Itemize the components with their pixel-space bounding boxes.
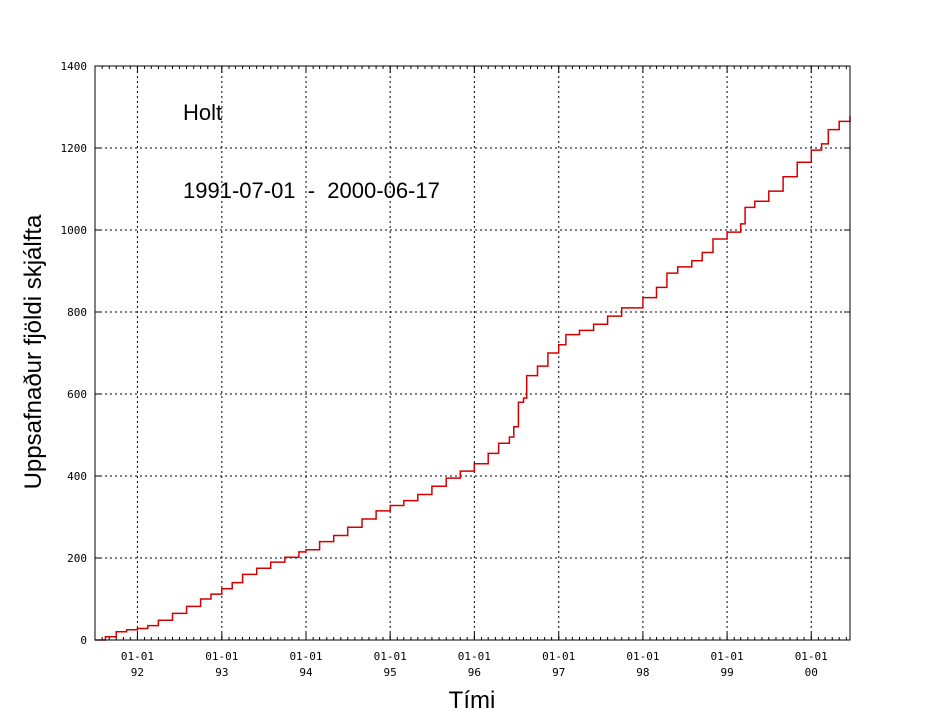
x-tick-label: 01-01: [374, 650, 407, 663]
x-tick-sublabel: 00: [805, 666, 818, 679]
tick-labels: 0 200 400 600 800 1000 1200 1400 01-01 92 01-01 93 0…: [61, 60, 828, 679]
y-tick-label: 600: [67, 388, 87, 401]
annotation-station-name: Holt: [183, 100, 222, 125]
x-tick-sublabel: 99: [720, 666, 733, 679]
x-tick-label: 01-01: [542, 650, 575, 663]
x-tick-sublabel: 96: [468, 666, 481, 679]
annotation-date-range: 1991-07-01 - 2000-06-17: [183, 178, 440, 203]
series-layer: [95, 116, 851, 641]
x-tick-sublabel: 95: [384, 666, 397, 679]
y-tick-label: 200: [67, 552, 87, 565]
x-tick-label: 01-01: [121, 650, 154, 663]
x-tick-sublabel: 97: [552, 666, 565, 679]
x-tick-sublabel: 93: [215, 666, 228, 679]
plot-frame: [94, 65, 851, 641]
x-axis-title: Tími: [449, 687, 496, 714]
x-tick-label: 01-01: [205, 650, 238, 663]
axis-ticks: [94, 65, 850, 641]
x-tick-sublabel: 98: [636, 666, 649, 679]
grid-lines: [95, 66, 850, 640]
x-tick-label: 01-01: [711, 650, 744, 663]
x-tick-label: 01-01: [289, 650, 322, 663]
y-axis-title: Uppsafnaður fjöldi skjálfta: [20, 214, 47, 489]
y-tick-label: 400: [67, 470, 87, 483]
y-tick-label: 1200: [61, 142, 88, 155]
y-tick-label: 1400: [61, 60, 88, 73]
x-tick-label: 01-01: [458, 650, 491, 663]
x-tick-label: 01-01: [626, 650, 659, 663]
x-tick-sublabel: 92: [131, 666, 144, 679]
series-line: [95, 116, 851, 641]
x-tick-label: 01-01: [795, 650, 828, 663]
y-tick-label: 800: [67, 306, 87, 319]
y-tick-label: 1000: [61, 224, 88, 237]
x-tick-sublabel: 94: [299, 666, 313, 679]
y-tick-label: 0: [80, 634, 87, 647]
